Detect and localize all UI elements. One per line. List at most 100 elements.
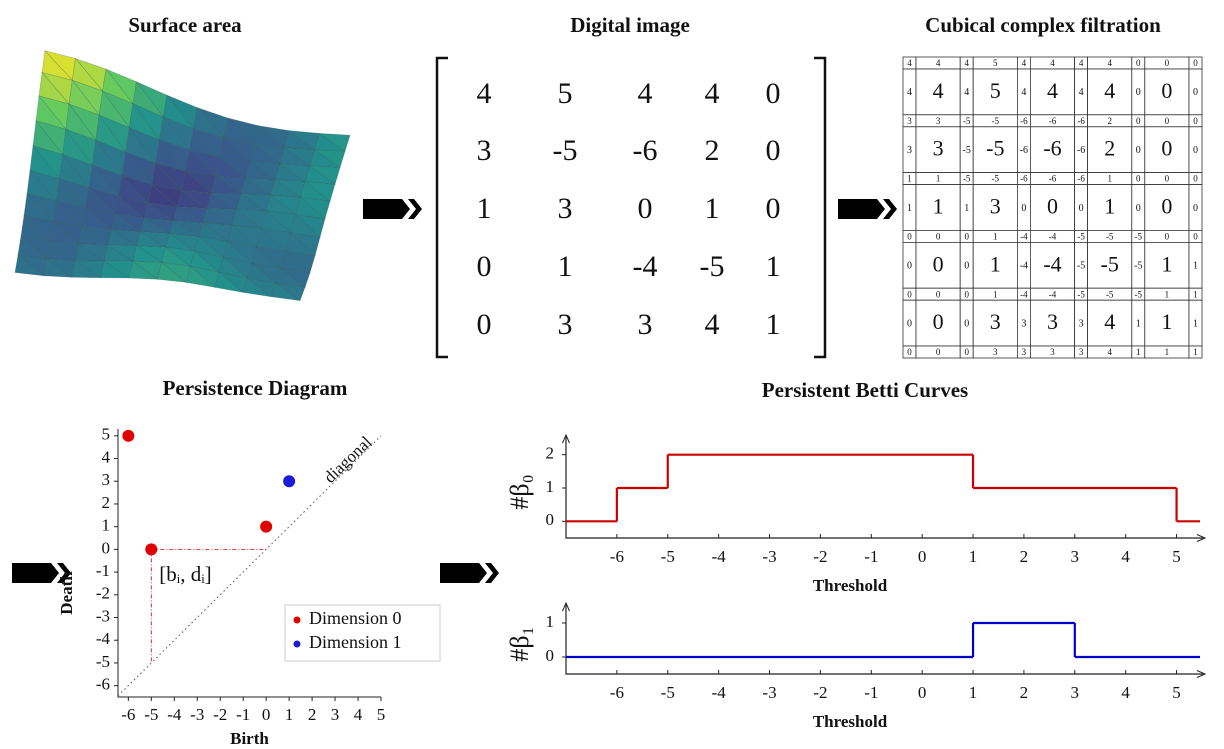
- x-tick-label: -6: [610, 547, 624, 566]
- filtration-entry: 0: [933, 251, 944, 276]
- filtration-entry: 1: [1104, 194, 1115, 219]
- x-tick-label: -2: [813, 547, 827, 566]
- filtration-entry: -5: [1101, 251, 1119, 276]
- filtration-entry: 4: [964, 58, 969, 68]
- x-tick-label: 4: [1121, 547, 1130, 566]
- panel-title: Digital image: [570, 13, 690, 37]
- x-tick-label: -5: [144, 705, 158, 724]
- legend-marker: [294, 641, 301, 648]
- filtration-entry: 0: [907, 231, 912, 241]
- filtration-entry: 3: [907, 145, 912, 156]
- x-axis-label: Threshold: [813, 576, 888, 595]
- filtration-entry: 1: [907, 203, 912, 214]
- matrix-entry: 4: [705, 308, 720, 341]
- x-tick-label: 0: [262, 705, 271, 724]
- filtration-entry: 0: [1021, 203, 1026, 214]
- filtration-entry: 1: [907, 174, 912, 184]
- x-tick-label: 1: [969, 683, 978, 702]
- x-tick-label: 5: [1172, 547, 1181, 566]
- point: [122, 430, 134, 442]
- matrix-entry: -5: [553, 134, 578, 167]
- x-tick-label: 2: [1020, 683, 1029, 702]
- filtration-entry: 3: [990, 309, 1001, 334]
- annotation: diagonal: [320, 432, 376, 487]
- filtration-entry: -6: [1020, 116, 1028, 126]
- filtration-entry: -6: [1020, 145, 1028, 156]
- filtration-entry: -5: [1135, 231, 1143, 241]
- panel-title: Surface area: [128, 13, 242, 37]
- y-tick-label: 1: [546, 612, 555, 631]
- y-tick-label: -1: [96, 561, 110, 580]
- y-tick-label: -6: [96, 675, 110, 694]
- x-tick-label: -6: [610, 683, 624, 702]
- x-tick-label: -6: [121, 705, 135, 724]
- filtration-entry: -5: [1077, 261, 1085, 272]
- y-tick-label: 0: [102, 538, 111, 557]
- filtration-entry: 1: [1193, 289, 1198, 299]
- filtration-entry: 1: [1107, 174, 1112, 184]
- filtration-entry: 0: [1165, 116, 1170, 126]
- panel-title: Persistent Betti Curves: [762, 378, 968, 402]
- arrow: [440, 563, 499, 583]
- matrix-entry: 1: [477, 192, 492, 225]
- matrix-entry: 2: [705, 134, 720, 167]
- filtration-entry: 1: [933, 194, 944, 219]
- filtration-entry: 3: [1050, 347, 1055, 357]
- filtration-entry: 1: [1193, 261, 1198, 272]
- matrix-entry: 0: [638, 192, 653, 225]
- filtration-entry: 0: [964, 289, 969, 299]
- y-tick-label: 0: [546, 646, 555, 665]
- filtration-entry: 0: [1136, 203, 1141, 214]
- x-tick-label: 5: [1172, 683, 1181, 702]
- filtration-entry: -6: [1043, 136, 1061, 161]
- filtration-entry: 4: [1079, 58, 1084, 68]
- filtration-entry: 0: [1193, 116, 1198, 126]
- matrix-entry: 0: [477, 308, 492, 341]
- filtration-entry: 0: [1193, 58, 1198, 68]
- matrix-entry: 3: [477, 134, 492, 167]
- filtration-entry: 0: [964, 261, 969, 272]
- filtration-entry: 4: [964, 87, 969, 98]
- filtration-entry: 4: [907, 87, 912, 98]
- legend-marker: [294, 617, 301, 624]
- filtration-entry: -5: [1077, 289, 1085, 299]
- filtration-entry: -4: [1020, 231, 1028, 241]
- filtration-entry: 0: [907, 347, 912, 357]
- filtration-entry: 0: [907, 289, 912, 299]
- filtration-entry: 0: [1047, 194, 1058, 219]
- matrix-entry: 1: [558, 250, 573, 283]
- filtration-entry: 3: [1047, 309, 1058, 334]
- y-tick-label: -2: [96, 584, 110, 603]
- x-tick-label: 2: [308, 705, 317, 724]
- x-tick-label: 2: [1020, 547, 1029, 566]
- x-tick-label: 3: [1071, 547, 1080, 566]
- matrix-entry: 0: [766, 77, 781, 110]
- filtration-entry: -4: [1043, 251, 1061, 276]
- y-tick-label: 3: [102, 470, 111, 489]
- filtration-entry: 1: [1193, 347, 1198, 357]
- filtration-entry: 4: [1079, 87, 1084, 98]
- x-tick-label: 4: [1121, 683, 1130, 702]
- filtration-entry: 0: [907, 261, 912, 272]
- y-axis-label: #β₁: [505, 626, 534, 661]
- filtration-entry: 1: [964, 203, 969, 214]
- filtration-entry: -6: [1020, 174, 1028, 184]
- filtration-entry: 0: [1136, 174, 1141, 184]
- y-tick-label: -4: [96, 629, 111, 648]
- filtration-entry: 1: [1136, 347, 1141, 357]
- x-axis-label: Threshold: [813, 712, 888, 731]
- x-tick-label: 1: [285, 705, 294, 724]
- filtration-entry: 4: [1022, 58, 1027, 68]
- filtration-entry: 1: [993, 289, 998, 299]
- point: [260, 521, 272, 533]
- filtration-entry: 3: [1021, 318, 1026, 329]
- filtration-entry: -5: [1106, 289, 1114, 299]
- filtration-entry: 1: [1165, 289, 1170, 299]
- y-tick-label: -3: [96, 606, 110, 625]
- filtration-entry: 3: [936, 116, 941, 126]
- filtration-entry: -5: [1134, 261, 1142, 272]
- matrix-entry: 4: [638, 77, 653, 110]
- filtration-entry: 1: [1161, 251, 1172, 276]
- panel-title: Cubical complex filtration: [925, 13, 1161, 37]
- filtration-entry: -6: [1077, 145, 1085, 156]
